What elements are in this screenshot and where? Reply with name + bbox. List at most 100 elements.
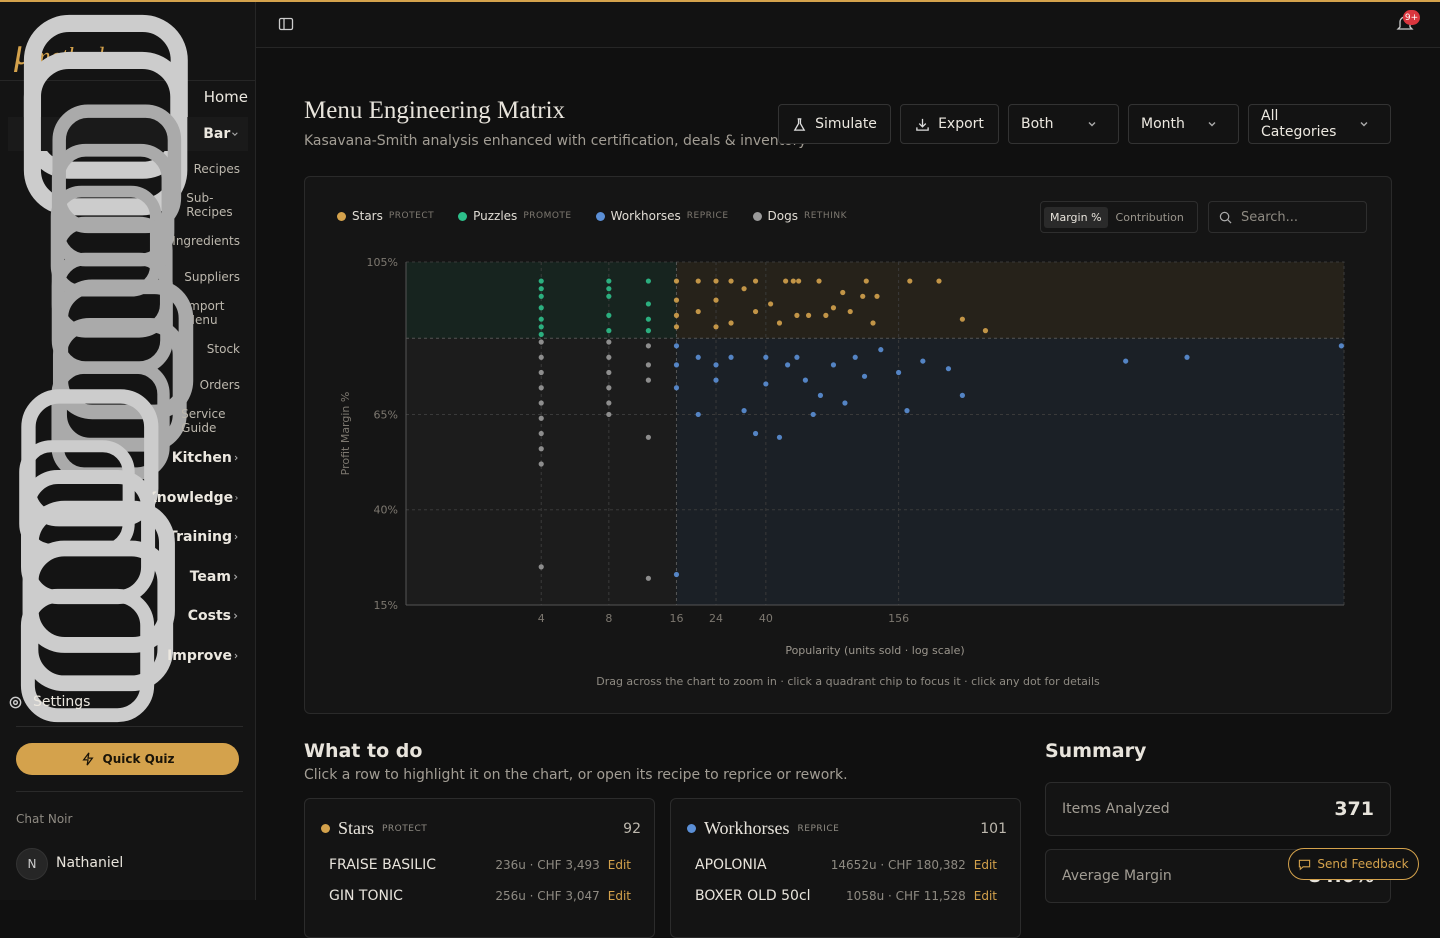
data-point[interactable]: [785, 362, 791, 368]
data-point[interactable]: [728, 320, 734, 326]
legend-item[interactable]: Stars PROTECT: [337, 209, 434, 223]
action-row[interactable]: APOLONIA 14652u · CHF 180,382 Edit: [695, 857, 997, 873]
data-point[interactable]: [860, 293, 866, 299]
legend-item[interactable]: Dogs RETHINK: [752, 209, 847, 223]
data-point[interactable]: [752, 278, 759, 284]
legend-item[interactable]: Workhorses REPRICE: [595, 209, 729, 223]
data-point[interactable]: [673, 312, 680, 318]
data-point[interactable]: [790, 278, 796, 284]
data-point[interactable]: [842, 400, 848, 406]
data-point[interactable]: [695, 278, 701, 284]
data-point[interactable]: [810, 411, 816, 418]
data-point[interactable]: [673, 385, 680, 391]
data-point[interactable]: [830, 362, 837, 368]
data-point[interactable]: [1123, 358, 1129, 364]
data-point[interactable]: [920, 358, 926, 364]
data-point[interactable]: [695, 308, 701, 315]
data-point[interactable]: [538, 446, 544, 452]
data-point[interactable]: [673, 278, 680, 284]
data-point[interactable]: [538, 324, 544, 330]
data-point[interactable]: [606, 411, 612, 418]
data-point[interactable]: [538, 293, 544, 299]
data-point[interactable]: [741, 408, 747, 414]
data-point[interactable]: [538, 415, 544, 421]
filter-select[interactable]: All Categories: [1248, 104, 1391, 144]
data-point[interactable]: [645, 343, 651, 349]
sidebar-toggle[interactable]: [278, 16, 294, 32]
data-point[interactable]: [538, 331, 544, 338]
data-point[interactable]: [645, 377, 651, 383]
data-point[interactable]: [794, 354, 800, 360]
data-point[interactable]: [695, 354, 701, 360]
data-point[interactable]: [606, 339, 612, 345]
data-point[interactable]: [783, 278, 789, 284]
data-point[interactable]: [538, 461, 544, 467]
data-point[interactable]: [861, 373, 868, 379]
data-point[interactable]: [538, 564, 544, 570]
edit-link[interactable]: Edit: [607, 858, 631, 872]
data-point[interactable]: [606, 278, 612, 284]
legend-item[interactable]: Puzzles PROMOTE: [458, 209, 572, 223]
data-point[interactable]: [816, 278, 822, 284]
data-point[interactable]: [713, 278, 719, 284]
filter-select[interactable]: Month: [1128, 104, 1239, 144]
data-point[interactable]: [673, 343, 680, 349]
mode-option[interactable]: Contribution: [1115, 210, 1184, 224]
data-point[interactable]: [936, 278, 942, 284]
data-point[interactable]: [645, 278, 651, 284]
data-point[interactable]: [752, 308, 759, 315]
filter-select[interactable]: Both: [1008, 104, 1119, 144]
data-point[interactable]: [606, 400, 612, 406]
action-button[interactable]: Simulate: [778, 104, 891, 144]
edit-link[interactable]: Edit: [607, 889, 631, 903]
data-point[interactable]: [606, 293, 612, 299]
data-point[interactable]: [805, 312, 812, 318]
action-row[interactable]: GIN TONIC 256u · CHF 3,047 Edit: [329, 888, 631, 904]
data-point[interactable]: [794, 312, 800, 318]
data-point[interactable]: [870, 320, 876, 326]
data-point[interactable]: [606, 385, 612, 391]
data-point[interactable]: [713, 324, 719, 330]
data-point[interactable]: [852, 354, 858, 360]
data-point[interactable]: [645, 434, 651, 440]
action-row[interactable]: FRAISE BASILIC 236u · CHF 3,493 Edit: [329, 857, 631, 873]
data-point[interactable]: [823, 312, 829, 318]
data-point[interactable]: [695, 411, 701, 418]
data-point[interactable]: [538, 305, 544, 311]
data-point[interactable]: [776, 320, 783, 326]
data-point[interactable]: [847, 308, 853, 315]
data-point[interactable]: [673, 571, 680, 578]
data-point[interactable]: [741, 286, 747, 292]
data-point[interactable]: [830, 305, 837, 311]
data-point[interactable]: [878, 347, 884, 353]
settings-link[interactable]: Settings: [8, 685, 248, 719]
data-point[interactable]: [728, 278, 734, 284]
action-button[interactable]: Export: [900, 104, 999, 144]
data-point[interactable]: [673, 297, 680, 303]
feedback-button[interactable]: Send Feedback: [1288, 848, 1419, 880]
data-point[interactable]: [796, 278, 802, 284]
data-point[interactable]: [538, 278, 544, 284]
data-point[interactable]: [538, 354, 544, 360]
data-point[interactable]: [713, 297, 719, 303]
data-point[interactable]: [904, 408, 910, 414]
data-point[interactable]: [606, 354, 612, 360]
data-point[interactable]: [645, 301, 651, 307]
data-point[interactable]: [802, 377, 808, 383]
data-point[interactable]: [768, 301, 774, 307]
data-point[interactable]: [673, 362, 680, 368]
chart[interactable]: 15% 40% 65% 105% 4 8 16 24 40 156 Profit Margin % P…: [305, 177, 1391, 713]
data-point[interactable]: [645, 328, 651, 334]
data-point[interactable]: [896, 369, 902, 376]
data-point[interactable]: [863, 278, 869, 284]
data-point[interactable]: [645, 362, 651, 368]
data-point[interactable]: [606, 328, 612, 334]
mode-option[interactable]: Margin %: [1044, 206, 1108, 228]
data-point[interactable]: [945, 366, 952, 372]
data-point[interactable]: [645, 316, 651, 322]
data-point[interactable]: [713, 377, 719, 383]
action-row[interactable]: BOXER OLD 50cl 1058u · CHF 11,528 Edit: [695, 888, 997, 904]
data-point[interactable]: [538, 286, 544, 292]
data-point[interactable]: [538, 430, 544, 437]
data-point[interactable]: [959, 316, 965, 322]
